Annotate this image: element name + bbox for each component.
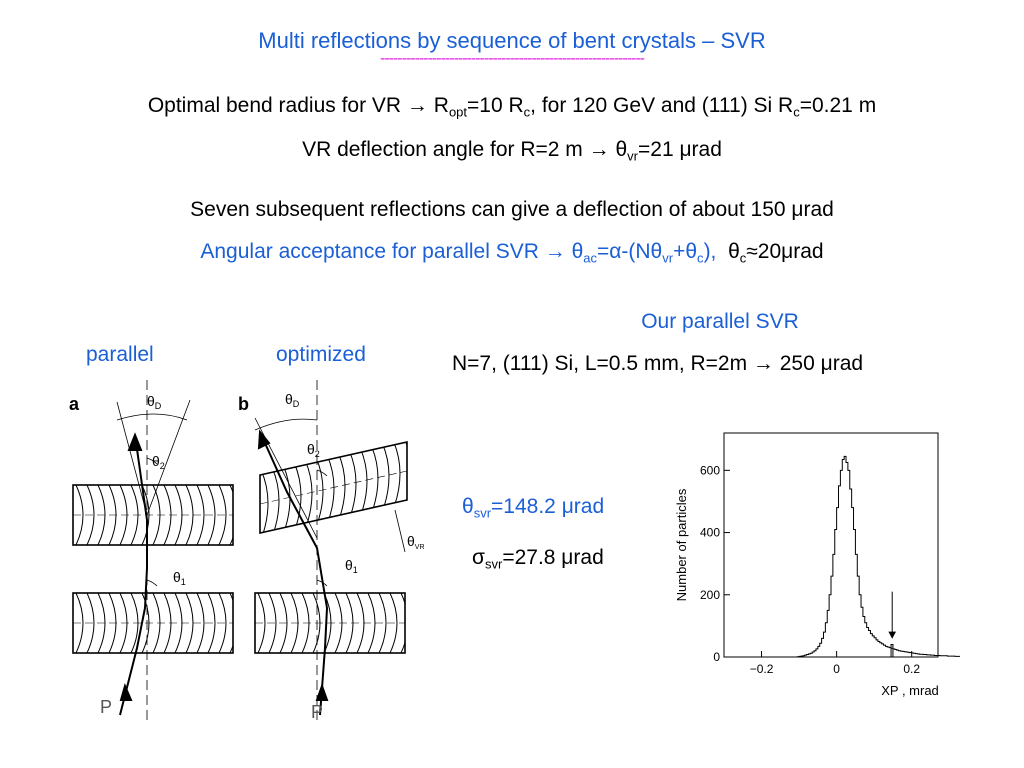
y-tick-label: 400 bbox=[700, 526, 720, 540]
y-tick-label: 200 bbox=[700, 588, 720, 602]
theta-svr-result: θsvr=148.2 μrad bbox=[462, 495, 605, 521]
theta-2-label-a: θ2 bbox=[152, 453, 165, 471]
panel-a-label: a bbox=[69, 394, 80, 414]
theta-d-label-b: θD bbox=[285, 391, 300, 409]
our-svr-heading: Our parallel SVR bbox=[641, 310, 799, 333]
theta-vr-label-b: θVR bbox=[407, 533, 425, 551]
beam-path-b bbox=[257, 429, 329, 716]
chart-ylabel: Number of particles bbox=[674, 488, 689, 601]
y-tick-label: 0 bbox=[713, 650, 720, 664]
angular-acceptance-line: Angular acceptance for parallel SVR → θa… bbox=[200, 240, 824, 266]
theta-1-label-b: θ1 bbox=[345, 557, 358, 575]
label-optimized: optimized bbox=[276, 343, 366, 366]
panel-b-label: b bbox=[238, 394, 249, 414]
theta-d-label-a: θD bbox=[147, 393, 162, 411]
crystal-a-lower bbox=[72, 592, 234, 654]
x-tick-label: 0.2 bbox=[903, 662, 920, 676]
our-svr-params: N=7, (111) Si, L=0.5 mm, R=2m → 250 μrad bbox=[452, 352, 864, 375]
xp-histogram-chart: −0.2 0 0.2 0 200 400 600 Number of particles X… bbox=[674, 432, 960, 698]
crystal-b-upper bbox=[259, 441, 408, 534]
crystal-b-lower bbox=[254, 592, 406, 654]
title-underline: ----------------------------------------… bbox=[379, 50, 645, 67]
label-parallel: parallel bbox=[86, 343, 154, 366]
angle-marks-a bbox=[116, 380, 191, 725]
bend-radius-line: Optimal bend radius for VR → Ropt=10 Rc,… bbox=[147, 94, 877, 120]
beam-label-a: P bbox=[100, 697, 112, 717]
beam-label-b: P bbox=[311, 702, 323, 722]
bent-crystal-diagram: a θD θ2 θ1 P b bbox=[69, 380, 425, 725]
theta-1-label-a: θ1 bbox=[173, 569, 186, 587]
vr-deflection-line: VR deflection angle for R=2 m → θvr=21 μ… bbox=[302, 138, 722, 164]
slide-title: Multi reflections by sequence of bent cr… bbox=[258, 28, 766, 53]
angle-marks-b bbox=[254, 380, 406, 725]
chart-xlabel: XP , mrad bbox=[881, 683, 939, 698]
peak-annotation-arrow bbox=[888, 591, 897, 639]
histogram-series bbox=[795, 455, 960, 658]
y-tick-label: 600 bbox=[700, 463, 720, 477]
sigma-svr-result: σsvr=27.8 μrad bbox=[472, 546, 604, 572]
seven-reflections-line: Seven subsequent reflections can give a … bbox=[190, 198, 834, 221]
x-tick-label: 0 bbox=[833, 662, 840, 676]
beam-path-a bbox=[119, 432, 148, 716]
x-tick-label: −0.2 bbox=[750, 662, 774, 676]
crystal-a-upper bbox=[72, 484, 234, 546]
theta-2-label-b: θ2 bbox=[307, 441, 320, 459]
chart-frame bbox=[723, 432, 939, 658]
